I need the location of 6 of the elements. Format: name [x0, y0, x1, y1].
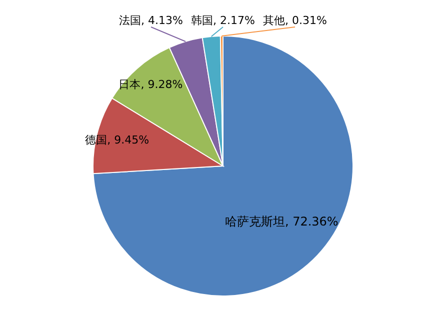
slice-label: 法国, 4.13%	[119, 14, 183, 27]
slice-label: 哈萨克斯坦, 72.36%	[224, 214, 338, 228]
slice-label: 韩国, 2.17%	[191, 14, 255, 27]
slice-label: 日本, 9.28%	[118, 78, 183, 92]
slice-label: 德国, 9.45%	[85, 134, 150, 147]
slice-label: 其他, 0.31%	[263, 14, 327, 27]
